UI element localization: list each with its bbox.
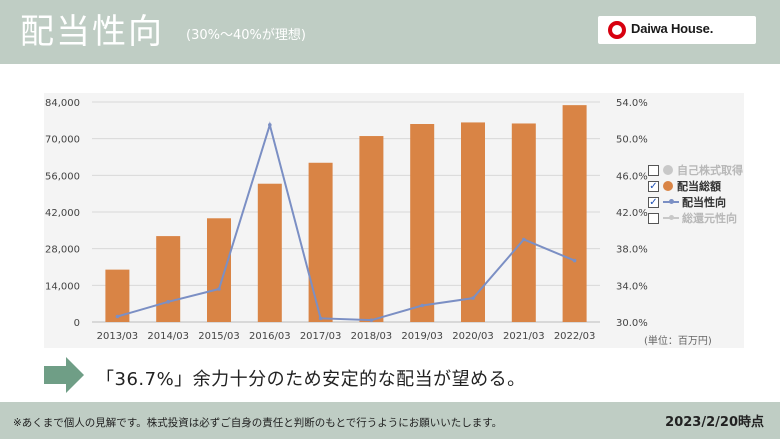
- bar-2015-03: [207, 218, 231, 322]
- as-of-date: 2023/2/20時点: [665, 415, 764, 430]
- x-tick-label: 2019/03: [401, 331, 443, 342]
- payout-ratio-point: [217, 287, 221, 291]
- legend-swatch-payout-ratio: [663, 199, 679, 204]
- logo-circle-icon: [608, 21, 626, 39]
- legend-item-buyback[interactable]: 自己株式取得: [648, 162, 743, 178]
- arrow-right-icon: [44, 357, 84, 393]
- legend-label-payout-ratio: 配当性向: [682, 196, 726, 209]
- legend-swatch-buyback: [663, 165, 673, 175]
- x-tick-label: 2016/03: [249, 331, 291, 342]
- x-tick-label: 2022/03: [554, 331, 596, 342]
- legend-checkbox-total-return[interactable]: [648, 212, 659, 224]
- payout-ratio-point: [318, 316, 323, 321]
- y-right-tick-label: 46.0%: [616, 171, 648, 182]
- x-tick-label: 2018/03: [351, 331, 393, 342]
- legend-swatch-dividend-total: [663, 181, 673, 191]
- y-left-tick-label: 0: [74, 318, 80, 329]
- y-right-tick-label: 38.0%: [616, 245, 648, 256]
- bar-2021-03: [511, 123, 536, 322]
- bar-2016-03: [257, 183, 282, 322]
- bar-2014-03: [156, 236, 181, 322]
- company-logo: Daiwa House.: [598, 16, 756, 44]
- logo-text: Daiwa House.: [631, 21, 714, 36]
- disclaimer-text: ※あくまで個人の見解です。株式投資は必ずご自身の責任と判断のもとで行うようにお願…: [13, 417, 503, 429]
- legend-checkbox-buyback[interactable]: [648, 164, 659, 176]
- y-left-tick-label: 28,000: [45, 245, 80, 256]
- payout-ratio-point: [522, 237, 526, 242]
- bar-2013-03: [105, 269, 130, 322]
- y-left-tick-label: 56,000: [45, 171, 80, 182]
- chart-legend: 自己株式取得 ✓ 配当総額 ✓ 配当性向 総還元性向: [648, 162, 743, 226]
- payout-ratio-point: [572, 258, 577, 263]
- legend-swatch-total-return: [663, 215, 679, 220]
- x-tick-label: 2013/03: [97, 331, 139, 342]
- bar-2020-03: [461, 122, 485, 322]
- header-bar: 配当性向 (30%〜40%が理想) Daiwa House.: [0, 0, 780, 64]
- bar-2018-03: [359, 136, 384, 322]
- y-left-tick-label: 70,000: [45, 135, 80, 146]
- payout-ratio-point: [369, 318, 374, 322]
- y-right-tick-label: 54.0%: [616, 98, 648, 109]
- y-left-tick-label: 14,000: [45, 281, 80, 292]
- payout-ratio-line: [117, 121, 575, 322]
- page-title: 配当性向: [20, 12, 164, 52]
- summary-message: 「36.7%」余力十分のため安定的な配当が望める。: [96, 369, 526, 390]
- legend-item-dividend-total[interactable]: ✓ 配当総額: [648, 178, 743, 194]
- unit-label: (単位：百万円): [644, 336, 712, 347]
- bar-2022-03: [562, 105, 587, 323]
- payout-ratio-point: [471, 296, 475, 300]
- footer-bar: ※あくまで個人の見解です。株式投資は必ずご自身の責任と判断のもとで行うようにお願…: [0, 402, 780, 439]
- x-tick-label: 2014/03: [147, 331, 189, 342]
- x-tick-label: 2017/03: [300, 331, 342, 342]
- bar-2017-03: [308, 162, 333, 322]
- x-tick-label: 2021/03: [503, 331, 545, 342]
- legend-item-total-return[interactable]: 総還元性向: [648, 210, 743, 226]
- y-right-tick-label: 50.0%: [616, 135, 648, 146]
- y-left-tick-label: 42,000: [45, 208, 80, 219]
- payout-ratio-point: [115, 314, 120, 319]
- legend-label-dividend-total: 配当総額: [677, 180, 721, 193]
- legend-checkbox-dividend-total[interactable]: ✓: [648, 180, 659, 192]
- payout-ratio-point: [420, 303, 425, 308]
- x-tick-label: 2020/03: [452, 331, 494, 342]
- bar-2019-03: [410, 124, 435, 322]
- page-subtitle: (30%〜40%が理想): [186, 28, 306, 43]
- legend-item-payout-ratio[interactable]: ✓ 配当性向: [648, 194, 743, 210]
- legend-checkbox-payout-ratio[interactable]: ✓: [648, 196, 659, 208]
- y-right-tick-label: 42.0%: [616, 208, 648, 219]
- payout-ratio-point: [166, 300, 170, 304]
- y-right-tick-label: 34.0%: [616, 281, 648, 292]
- x-tick-label: 2015/03: [198, 331, 240, 342]
- y-right-tick-label: 30.0%: [616, 318, 648, 329]
- legend-label-buyback: 自己株式取得: [677, 164, 743, 177]
- payout-ratio-point: [268, 123, 272, 127]
- y-left-tick-label: 84,000: [45, 98, 80, 109]
- legend-label-total-return: 総還元性向: [682, 212, 737, 225]
